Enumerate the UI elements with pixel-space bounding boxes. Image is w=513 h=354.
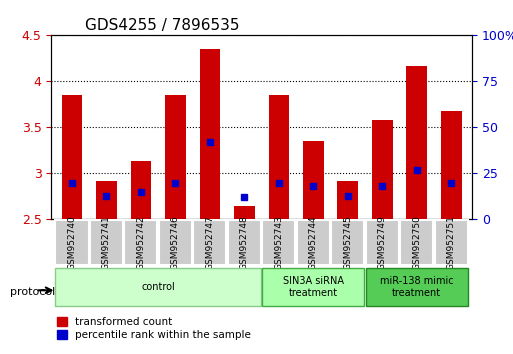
Legend: transformed count, percentile rank within the sample: transformed count, percentile rank withi… [56,317,251,340]
FancyBboxPatch shape [297,221,330,264]
Bar [338,181,358,219]
FancyBboxPatch shape [262,221,295,264]
Text: GSM952750: GSM952750 [412,215,421,270]
Text: SIN3A siRNA
treatment: SIN3A siRNA treatment [283,276,344,298]
Text: GSM952749: GSM952749 [378,215,387,270]
Bar [234,206,255,219]
FancyBboxPatch shape [262,268,364,306]
Bar [200,49,220,219]
FancyBboxPatch shape [55,221,89,264]
Bar [303,141,324,219]
FancyBboxPatch shape [331,221,364,264]
Text: GSM952744: GSM952744 [309,215,318,270]
Text: GSM952746: GSM952746 [171,215,180,270]
Text: control: control [141,282,175,292]
Bar [406,66,427,219]
Text: GSM952747: GSM952747 [205,215,214,270]
Bar [268,95,289,219]
FancyBboxPatch shape [193,221,226,264]
Text: GSM952740: GSM952740 [68,215,76,270]
Text: protocol: protocol [10,287,55,297]
FancyBboxPatch shape [435,221,468,264]
Text: GDS4255 / 7896535: GDS4255 / 7896535 [85,18,240,33]
Text: GSM952745: GSM952745 [343,215,352,270]
FancyBboxPatch shape [90,221,123,264]
Bar [165,95,186,219]
FancyBboxPatch shape [366,268,468,306]
FancyBboxPatch shape [124,221,157,264]
Bar [441,111,462,219]
Bar [96,181,117,219]
FancyBboxPatch shape [159,221,192,264]
FancyBboxPatch shape [366,221,399,264]
Bar [131,161,151,219]
Text: GSM952751: GSM952751 [447,215,456,270]
Text: miR-138 mimic
treatment: miR-138 mimic treatment [380,276,453,298]
FancyBboxPatch shape [228,221,261,264]
Text: GSM952743: GSM952743 [274,215,283,270]
Text: GSM952741: GSM952741 [102,215,111,270]
Text: GSM952742: GSM952742 [136,215,146,270]
FancyBboxPatch shape [55,268,261,306]
Bar [372,120,392,219]
Text: GSM952748: GSM952748 [240,215,249,270]
Bar [62,95,82,219]
FancyBboxPatch shape [400,221,433,264]
